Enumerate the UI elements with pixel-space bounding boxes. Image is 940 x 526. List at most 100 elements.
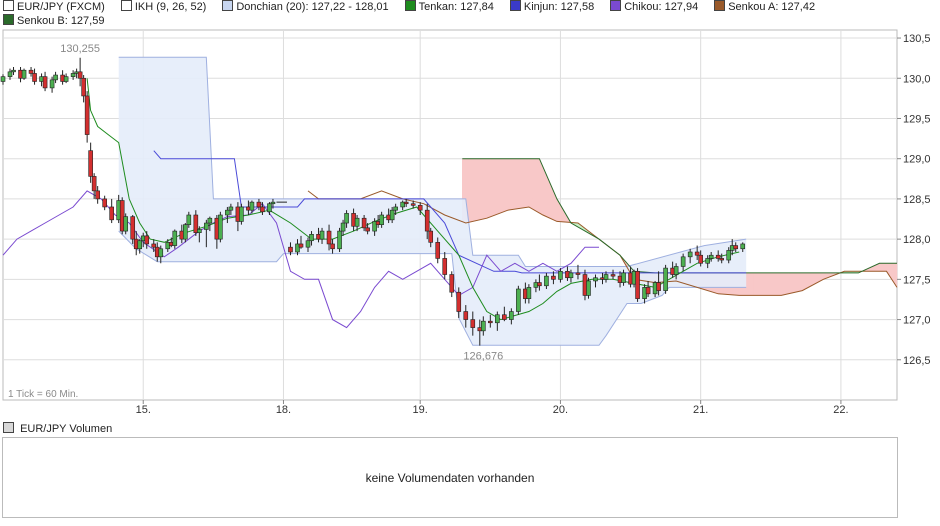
cloud-segment bbox=[795, 272, 800, 293]
cloud-segment bbox=[532, 158, 537, 212]
candle-down bbox=[698, 254, 703, 264]
candle-down bbox=[144, 235, 150, 245]
cloud-segment bbox=[486, 158, 491, 219]
extreme-label: 126,676 bbox=[463, 351, 503, 363]
candle-down bbox=[719, 258, 725, 261]
legend-label: EUR/JPY (FXCM) bbox=[17, 1, 105, 13]
candle-down bbox=[442, 258, 448, 275]
legend-label: Donchian (20): 127,22 - 128,01 bbox=[236, 1, 389, 13]
cloud-segment bbox=[472, 158, 477, 222]
candle-down bbox=[326, 230, 332, 245]
candle-up bbox=[309, 234, 314, 242]
candle-up bbox=[21, 69, 27, 79]
x-tick-label: 21. bbox=[693, 404, 708, 416]
candle-down bbox=[463, 311, 469, 320]
candle-up bbox=[204, 222, 209, 230]
candle-up bbox=[207, 217, 213, 224]
candle-up bbox=[663, 267, 668, 291]
candlesticks bbox=[0, 57, 746, 346]
candle-up bbox=[673, 266, 679, 275]
candle-up bbox=[680, 256, 686, 267]
candle-down bbox=[502, 314, 507, 320]
volume-message: keine Volumendaten vorhanden bbox=[365, 471, 535, 485]
candle-up bbox=[526, 287, 532, 299]
y-tick-label: 130,5 bbox=[903, 33, 931, 45]
candle-down bbox=[365, 227, 370, 232]
legend-label: IKH (9, 26, 52) bbox=[134, 1, 207, 13]
cloud-segment bbox=[476, 158, 481, 221]
candle-down bbox=[42, 76, 48, 89]
candle-up bbox=[568, 272, 574, 279]
candle-down bbox=[435, 242, 441, 259]
y-tick-label: 127,5 bbox=[903, 274, 931, 286]
legend-swatch bbox=[714, 0, 726, 11]
candle-up bbox=[270, 201, 276, 205]
cloud-segment bbox=[511, 158, 516, 210]
legend-item: EUR/JPY (FXCM) bbox=[3, 0, 105, 14]
candle-down bbox=[575, 272, 581, 275]
candle-up bbox=[183, 224, 188, 240]
cloud-segment bbox=[756, 272, 761, 296]
cloud-segment bbox=[882, 263, 887, 272]
candle-up bbox=[509, 311, 514, 320]
candle-down bbox=[109, 206, 114, 221]
candle-down bbox=[193, 214, 199, 233]
candle-up bbox=[726, 250, 732, 261]
volume-swatch bbox=[3, 422, 14, 433]
candle-up bbox=[197, 229, 202, 233]
candle-up bbox=[544, 275, 549, 287]
candle-down bbox=[95, 190, 100, 200]
legend-item: Tenkan: 127,84 bbox=[404, 0, 494, 14]
candle-up bbox=[337, 230, 342, 250]
legend-item: Senkou A: 127,42 bbox=[714, 0, 815, 14]
candle-down bbox=[470, 319, 476, 328]
volume-panel: keine Volumendaten vorhanden bbox=[2, 437, 898, 518]
candle-up bbox=[516, 288, 521, 312]
candle-up bbox=[603, 274, 609, 280]
cloud-segment bbox=[791, 272, 796, 294]
cloud-segment bbox=[535, 158, 540, 214]
candle-down bbox=[417, 205, 423, 211]
candle-down bbox=[88, 150, 93, 177]
candle-up bbox=[708, 254, 714, 259]
cloud-segment bbox=[525, 158, 530, 208]
volume-title: EUR/JPY Volumen bbox=[20, 423, 113, 435]
candle-down bbox=[694, 251, 700, 256]
cloud-segment bbox=[745, 272, 751, 296]
cloud-segment bbox=[767, 272, 772, 296]
cloud-segment bbox=[798, 272, 803, 292]
candle-up bbox=[621, 272, 626, 283]
legend-swatch bbox=[3, 0, 14, 11]
candle-up bbox=[158, 248, 164, 258]
cloud-segment bbox=[469, 158, 474, 223]
y-tick-label: 126,5 bbox=[903, 355, 931, 367]
cloud-segment bbox=[777, 272, 782, 296]
candle-up bbox=[400, 201, 405, 208]
x-tick-label: 15. bbox=[136, 404, 151, 416]
legend-swatch bbox=[509, 0, 521, 11]
legend-item: Kinjun: 127,58 bbox=[509, 0, 594, 14]
candle-down bbox=[288, 246, 293, 253]
candle-up bbox=[186, 214, 192, 225]
cloud-segment bbox=[514, 158, 519, 210]
legend-item: Chikou: 127,94 bbox=[610, 0, 698, 14]
donchian-fill bbox=[118, 57, 747, 346]
candle-up bbox=[172, 230, 178, 246]
cloud-segment bbox=[549, 182, 554, 221]
cloud-segment bbox=[774, 272, 779, 296]
candle-up bbox=[558, 271, 563, 280]
candle-up bbox=[228, 206, 234, 211]
candle-up bbox=[344, 213, 349, 224]
candle-down bbox=[91, 176, 97, 192]
candle-down bbox=[256, 201, 262, 208]
candle-up bbox=[53, 74, 58, 81]
cloud-segment bbox=[763, 272, 768, 296]
cloud-segment bbox=[893, 263, 898, 289]
candle-down bbox=[449, 274, 455, 293]
candle-up bbox=[7, 71, 13, 77]
y-tick-label: 129,0 bbox=[903, 154, 931, 166]
donchian-channel bbox=[118, 56, 747, 346]
candle-up bbox=[372, 221, 377, 232]
candle-down bbox=[361, 217, 367, 229]
cloud-segment bbox=[521, 158, 526, 209]
